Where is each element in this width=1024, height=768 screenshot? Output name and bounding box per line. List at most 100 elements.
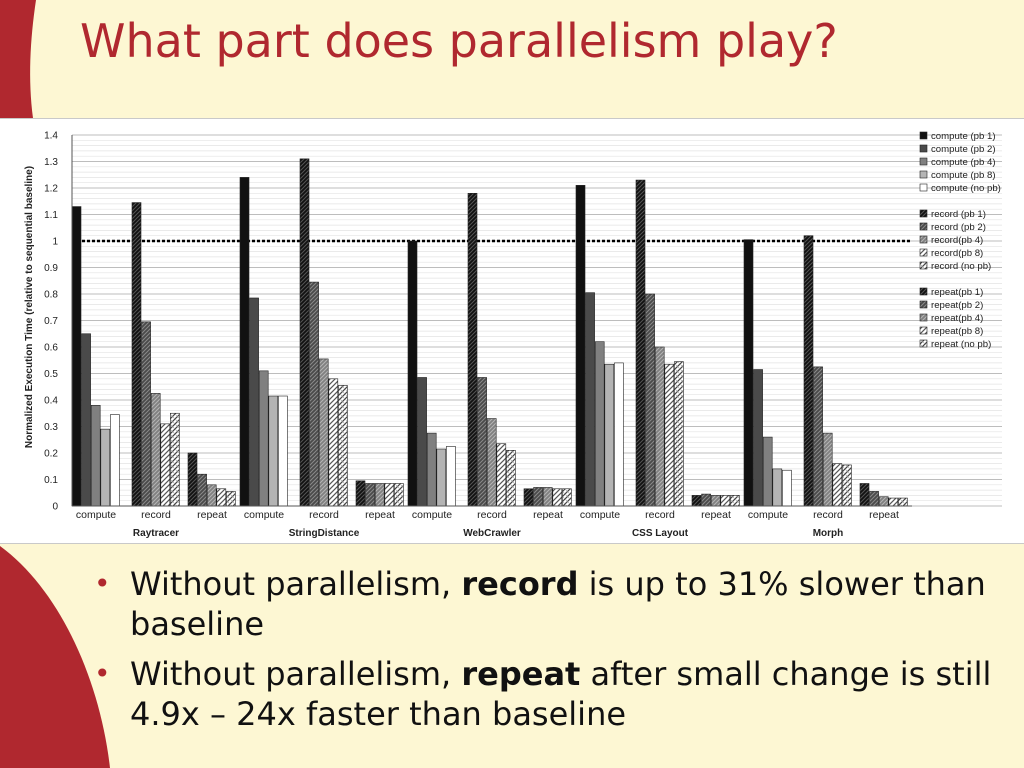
- legend-entry: compute (pb 1): [931, 131, 996, 142]
- bar-repeat-4: [394, 483, 404, 507]
- bar-record-4: [170, 412, 180, 507]
- legend-entry: repeat(pb 1): [931, 287, 983, 298]
- group-label: StringDistance: [289, 528, 360, 539]
- legend-entry: record (no pb): [931, 261, 991, 272]
- bar-repeat-1: [701, 493, 711, 507]
- bar-record-4: [674, 361, 684, 507]
- bar-repeat-2: [206, 484, 217, 507]
- bar-record-3: [664, 363, 675, 507]
- bar-record-2: [486, 418, 497, 507]
- bar-repeat-3: [888, 497, 899, 507]
- bar-repeat-0: [859, 483, 870, 507]
- x-tick-label: compute: [580, 509, 620, 521]
- bar-record-2: [822, 432, 833, 507]
- bar-compute-4: [278, 395, 288, 507]
- legend-swatch: [919, 248, 928, 257]
- y-tick-label: 1.4: [44, 131, 58, 142]
- bar-repeat-4: [226, 491, 236, 507]
- bar-repeat-2: [542, 487, 553, 507]
- y-tick-label: 0.1: [44, 475, 58, 486]
- y-tick-label: 1.3: [44, 157, 58, 168]
- x-tick-label: record: [645, 509, 675, 521]
- x-tick-label: repeat: [869, 509, 899, 521]
- y-tick-label: 0.7: [44, 316, 58, 327]
- bar-repeat-1: [365, 483, 375, 507]
- bar-repeat-4: [730, 495, 740, 507]
- legend-swatch: [919, 300, 928, 309]
- legend-entry: repeat (no pb): [931, 339, 991, 350]
- bar-compute-3: [772, 468, 783, 507]
- bar-compute-1: [753, 369, 763, 507]
- bar-compute-0: [575, 185, 586, 507]
- bar-repeat-1: [533, 487, 543, 507]
- x-tick-label: record: [141, 509, 171, 521]
- x-tick-label: repeat: [197, 509, 227, 521]
- legend-swatch: [919, 157, 928, 166]
- bar-compute-3: [100, 428, 111, 507]
- bar-compute-3: [436, 448, 447, 507]
- axes: 0 0.1 0.2 0.3 0.4 0.5 0.6 0.7 0.8 0.9 1 1.1 1.2 1.3 1.…: [44, 131, 912, 539]
- legend: compute (pb 1) compute (pb 2) compute (pb …: [919, 131, 1001, 350]
- legend-swatch: [919, 209, 928, 218]
- bar-record-1: [813, 366, 823, 507]
- bar-compute-2: [594, 341, 605, 507]
- bar-compute-4: [446, 446, 456, 507]
- legend-swatch: [919, 183, 928, 192]
- legend-entry: record (pb 1): [931, 209, 986, 220]
- group-label: WebCrawler: [463, 528, 521, 539]
- bar-record-3: [328, 378, 339, 507]
- group-label: Morph: [813, 528, 844, 539]
- bar-repeat-2: [710, 495, 721, 507]
- x-tick-label: repeat: [701, 509, 731, 521]
- bar-repeat-3: [720, 495, 731, 507]
- bar-repeat-2: [374, 483, 385, 507]
- y-tick-label: 1.1: [44, 210, 58, 221]
- bar-compute-0: [239, 177, 250, 507]
- y-tick-label: 0.4: [44, 396, 58, 407]
- y-tick-label: 0.2: [44, 449, 58, 460]
- legend-swatch: [919, 222, 928, 231]
- accent-stripe-bottom: [0, 546, 110, 768]
- bar-compute-1: [417, 377, 427, 507]
- x-tick-label: repeat: [533, 509, 563, 521]
- y-tick-label: 1: [52, 237, 58, 248]
- y-tick-label: 0.6: [44, 343, 58, 354]
- bar-repeat-2: [878, 496, 889, 507]
- bar-record-3: [496, 443, 507, 507]
- bullet-text-before: Without parallelism,: [130, 565, 462, 603]
- bar-repeat-0: [355, 480, 366, 507]
- bar-record-0: [803, 235, 814, 507]
- bar-repeat-3: [552, 488, 563, 507]
- chart-panel: 0 0.1 0.2 0.3 0.4 0.5 0.6 0.7 0.8 0.9 1 1.1 1.2 1.3 1.…: [0, 118, 1024, 544]
- bar-record-0: [635, 179, 646, 507]
- bar-compute-2: [90, 404, 101, 507]
- bar-record-2: [318, 358, 329, 507]
- bar-compute-1: [585, 292, 595, 507]
- bullet-item: • Without parallelism, repeat after small…: [94, 654, 994, 734]
- y-tick-label: 0.9: [44, 263, 58, 274]
- bar-record-0: [467, 193, 478, 507]
- legend-swatch: [919, 261, 928, 270]
- bar-compute-1: [81, 333, 91, 507]
- x-tick-label: record: [813, 509, 843, 521]
- bar-repeat-4: [562, 488, 572, 507]
- bar-record-1: [645, 293, 655, 507]
- group-label: CSS Layout: [632, 528, 689, 539]
- bar-compute-2: [426, 432, 437, 507]
- bar-record-2: [654, 346, 665, 507]
- bar-repeat-3: [216, 488, 227, 507]
- bullet-text-bold: repeat: [461, 655, 581, 693]
- bullet-text-bold: record: [461, 565, 579, 603]
- bar-compute-4: [782, 469, 792, 507]
- bar-repeat-3: [384, 483, 395, 507]
- x-tick-label: compute: [76, 509, 116, 521]
- legend-entry: compute (pb 4): [931, 157, 996, 168]
- legend-swatch: [919, 235, 928, 244]
- bar-record-1: [477, 377, 487, 507]
- y-tick-label: 0.3: [44, 422, 58, 433]
- legend-swatch: [919, 287, 928, 296]
- y-axis-label: Normalized Execution Time (relative to s…: [24, 166, 35, 448]
- y-tick-label: 1.2: [44, 184, 58, 195]
- legend-swatch: [919, 326, 928, 335]
